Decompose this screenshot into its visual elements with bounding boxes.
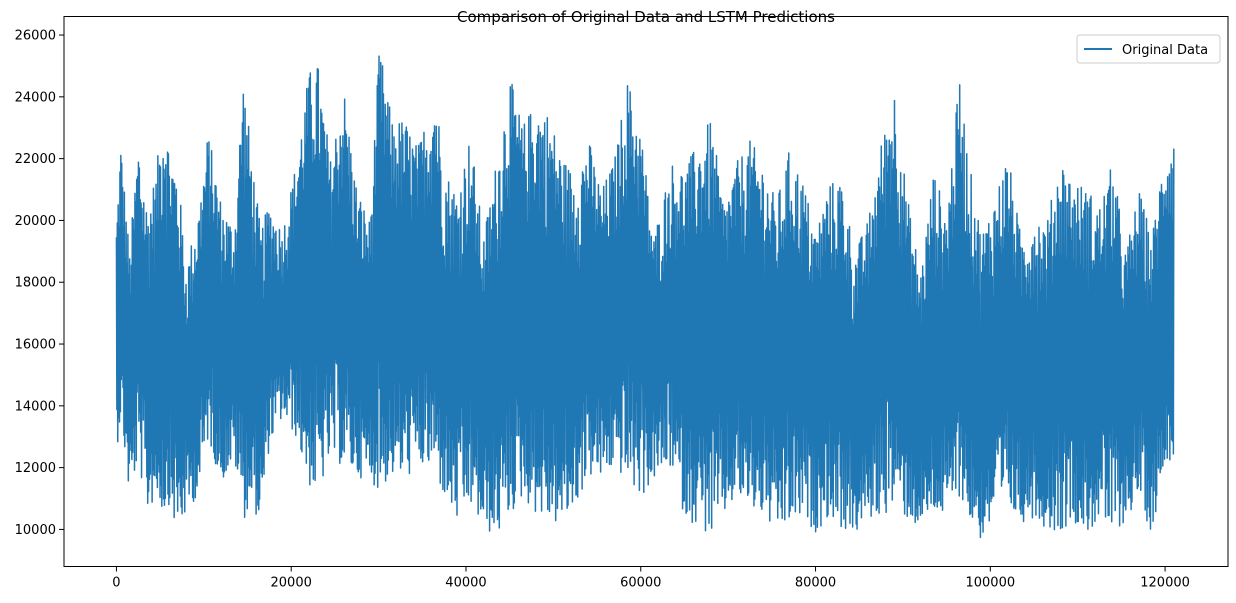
y-tick-label: 10000 <box>15 523 56 538</box>
x-tick-label: 20000 <box>271 576 312 591</box>
x-tick-label: 100000 <box>965 576 1015 591</box>
legend: Original Data <box>1076 34 1221 64</box>
y-tick-label: 22000 <box>15 152 56 167</box>
x-tick-label: 120000 <box>1140 576 1190 591</box>
x-tick-label: 60000 <box>620 576 661 591</box>
y-tick-label: 20000 <box>15 214 56 229</box>
y-tick-label: 24000 <box>15 90 56 105</box>
x-axis: 0 20000 40000 60000 80000 100000 120000 <box>112 566 1190 591</box>
y-tick-label: 26000 <box>15 29 56 44</box>
y-tick-label: 16000 <box>15 338 56 353</box>
y-tick-label: 14000 <box>15 399 56 414</box>
x-tick-label: 0 <box>112 576 120 591</box>
x-tick-label: 80000 <box>795 576 836 591</box>
y-tick-label: 18000 <box>15 276 56 291</box>
x-tick-label: 40000 <box>445 576 486 591</box>
series-line-original-data <box>115 55 1175 539</box>
y-axis: 10000 12000 14000 16000 18000 20000 22000 24000… <box>15 29 64 538</box>
legend-label-original-data: Original Data <box>1122 43 1208 58</box>
series-group <box>115 55 1175 539</box>
y-tick-label: 12000 <box>15 461 56 476</box>
plot-area-frame <box>63 16 1229 567</box>
legend-box <box>1076 34 1221 64</box>
